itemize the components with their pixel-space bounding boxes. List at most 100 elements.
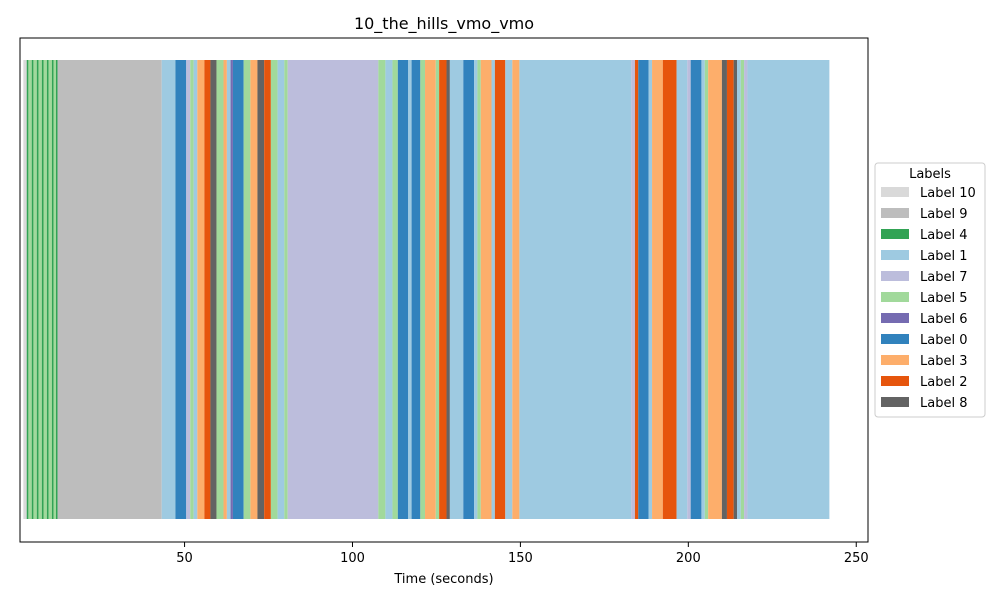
legend-label-0: Label 10 (920, 186, 976, 201)
segment-14 (57, 60, 162, 519)
segment-43 (425, 60, 436, 519)
segment-28 (243, 60, 251, 519)
legend-frame (874, 162, 986, 418)
segment-1 (26, 60, 29, 519)
segment-18 (190, 60, 194, 519)
segment-51 (480, 60, 492, 519)
segment-35 (287, 60, 379, 519)
segments-layer (23, 60, 830, 519)
legend-swatch-9 (881, 376, 909, 386)
segment-65 (690, 60, 702, 519)
segment-42 (420, 60, 426, 519)
x-tick-label-4: 250 (844, 551, 869, 566)
segment-21 (204, 60, 211, 519)
segment-29 (250, 60, 258, 519)
segment-63 (676, 60, 688, 519)
segment-20 (197, 60, 205, 519)
segment-32 (270, 60, 278, 519)
segment-48 (463, 60, 475, 519)
segment-53 (494, 60, 506, 519)
segment-37 (385, 60, 393, 519)
segment-38 (392, 60, 398, 519)
segment-6 (38, 60, 42, 519)
segment-70 (726, 60, 734, 519)
segment-27 (232, 60, 244, 519)
legend-label-10: Label 8 (920, 396, 967, 411)
segment-2 (28, 60, 32, 519)
segment-75 (747, 60, 830, 519)
segment-49 (474, 60, 478, 519)
plot-frame (19, 37, 869, 543)
legend-swatch-0 (881, 187, 909, 197)
chart-title: 10_the_hills_vmo_vmo (354, 14, 534, 34)
segment-62 (662, 60, 677, 519)
segment-13 (55, 60, 58, 519)
segment-71 (733, 60, 738, 519)
segment-69 (721, 60, 727, 519)
x-tick-label-0: 50 (176, 551, 193, 566)
segment-24 (223, 60, 227, 519)
segment-8 (43, 60, 47, 519)
segment-3 (31, 60, 34, 519)
segment-15 (161, 60, 176, 519)
segment-68 (708, 60, 722, 519)
segment-67 (704, 60, 709, 519)
x-tick-label-1: 100 (340, 551, 365, 566)
legend-swatch-5 (881, 292, 909, 302)
segment-72 (737, 60, 741, 519)
segment-19 (193, 60, 198, 519)
legend-label-8: Label 3 (920, 354, 967, 369)
x-axis: 50 100 150 200 250 (176, 542, 869, 566)
segment-34 (284, 60, 288, 519)
legend-label-7: Label 0 (920, 333, 967, 348)
segment-44 (435, 60, 440, 519)
segment-9 (46, 60, 49, 519)
legend-swatch-6 (881, 313, 909, 323)
segment-52 (491, 60, 495, 519)
legend-swatch-1 (881, 208, 909, 218)
x-axis-label: Time (seconds) (393, 572, 493, 587)
segment-56 (519, 60, 632, 519)
legend-swatch-7 (881, 334, 909, 344)
segment-74 (744, 60, 748, 519)
segment-12 (53, 60, 56, 519)
legend-label-2: Label 4 (920, 228, 967, 243)
segment-25 (226, 60, 231, 519)
legend-swatch-10 (881, 397, 909, 407)
segment-64 (687, 60, 691, 519)
legend-label-6: Label 6 (920, 312, 967, 327)
segment-50 (477, 60, 481, 519)
x-tick-label-3: 200 (676, 551, 701, 566)
legend-label-5: Label 5 (920, 291, 967, 306)
segment-57 (631, 60, 635, 519)
segment-0 (23, 60, 27, 519)
segment-60 (648, 60, 653, 519)
segment-5 (36, 60, 39, 519)
segment-16 (175, 60, 187, 519)
segment-31 (264, 60, 271, 519)
legend-entries: Label 10 Label 9 Label 4 Label 1 Label 7 Labe… (881, 186, 976, 411)
segment-36 (378, 60, 386, 519)
segment-17 (186, 60, 191, 519)
segment-54 (505, 60, 513, 519)
segment-47 (449, 60, 464, 519)
segment-46 (446, 60, 450, 519)
segment-10 (48, 60, 52, 519)
segment-66 (701, 60, 705, 519)
segment-39 (397, 60, 409, 519)
segment-40 (408, 60, 412, 519)
legend-label-1: Label 9 (920, 207, 967, 222)
segment-73 (740, 60, 745, 519)
legend-label-4: Label 7 (920, 270, 967, 285)
x-tick-label-2: 150 (508, 551, 533, 566)
segment-45 (439, 60, 447, 519)
segment-30 (257, 60, 265, 519)
plot-area (19, 37, 869, 543)
segment-22 (210, 60, 217, 519)
segment-58 (634, 60, 639, 519)
segment-4 (33, 60, 37, 519)
segment-59 (638, 60, 649, 519)
legend-label-9: Label 2 (920, 375, 967, 390)
